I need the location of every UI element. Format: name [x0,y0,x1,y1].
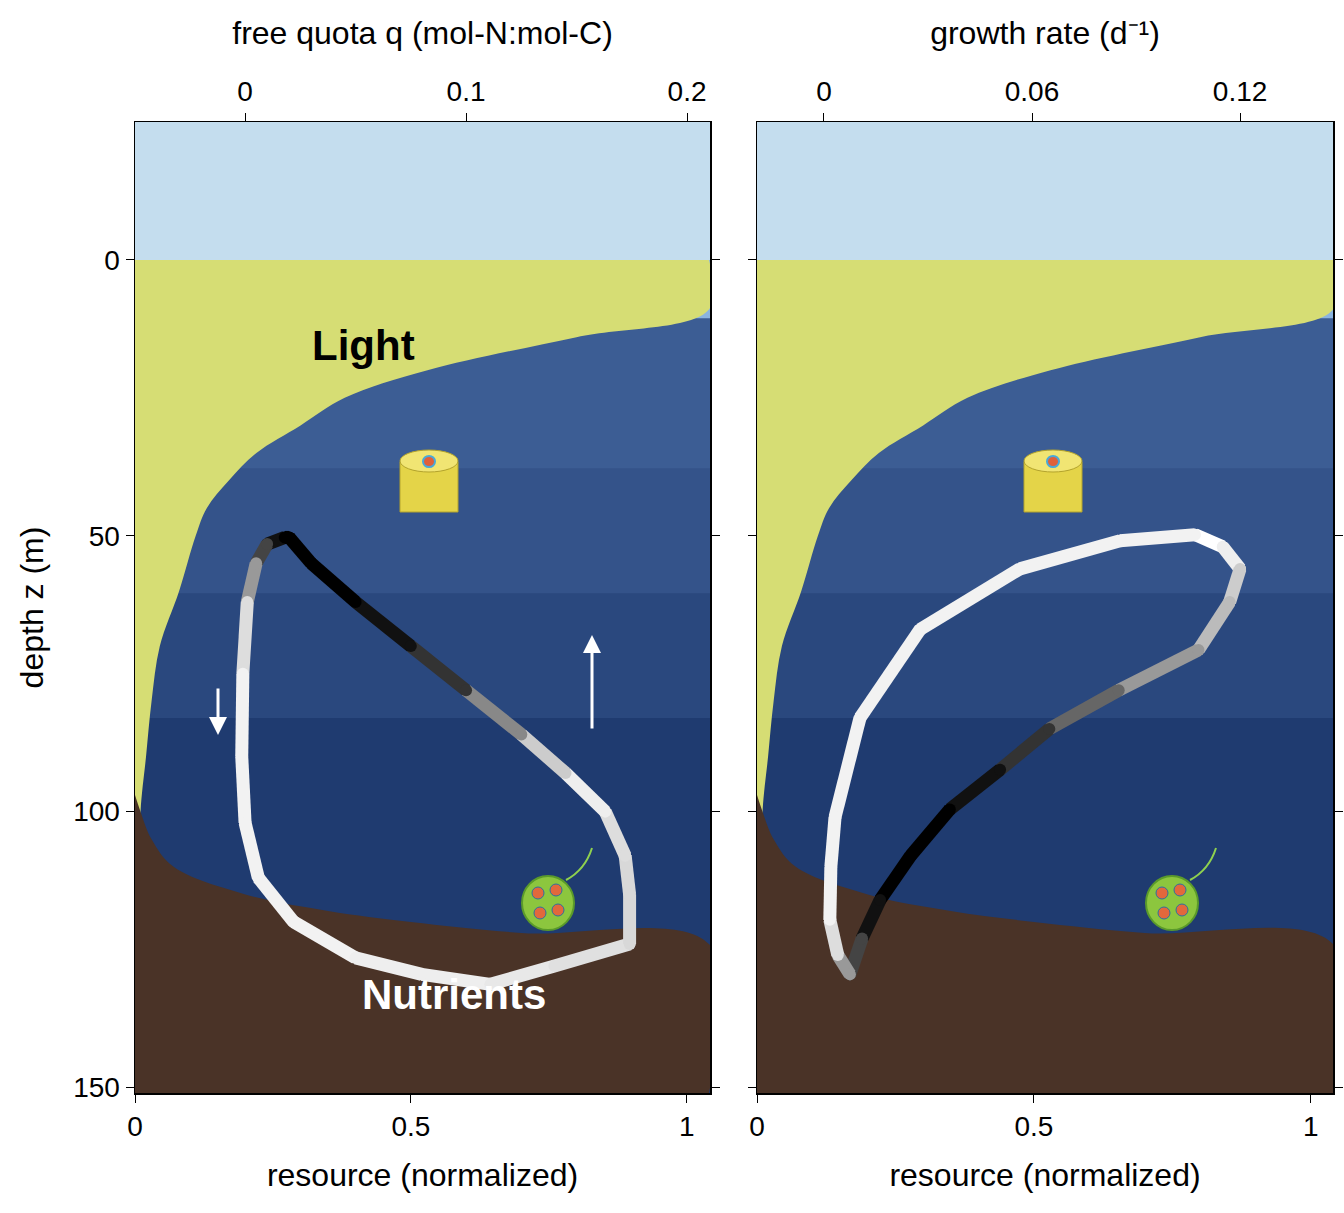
svg-text:0: 0 [749,1111,765,1142]
svg-text:free quota q (mol-N:mol-C): free quota q (mol-N:mol-C) [232,15,613,51]
svg-text:depth z (m): depth z (m) [14,527,50,689]
svg-text:0.06: 0.06 [1005,76,1060,107]
svg-text:0: 0 [237,76,253,107]
svg-text:0: 0 [127,1111,143,1142]
svg-text:0.2: 0.2 [668,76,707,107]
svg-text:100: 100 [73,796,120,827]
svg-text:Light: Light [312,322,415,369]
svg-text:resource (normalized): resource (normalized) [267,1157,578,1193]
svg-text:150: 150 [73,1072,120,1103]
svg-text:50: 50 [89,521,120,552]
svg-text:1: 1 [1303,1111,1319,1142]
svg-text:0.1: 0.1 [447,76,486,107]
svg-text:0.12: 0.12 [1213,76,1268,107]
svg-text:0: 0 [816,76,832,107]
svg-text:1: 1 [679,1111,695,1142]
svg-text:0.5: 0.5 [391,1111,430,1142]
svg-text:growth rate (d⁻¹): growth rate (d⁻¹) [930,15,1160,51]
svg-text:0: 0 [104,245,120,276]
svg-text:0.5: 0.5 [1014,1111,1053,1142]
svg-text:Nutrients: Nutrients [362,971,546,1018]
svg-text:resource (normalized): resource (normalized) [889,1157,1200,1193]
